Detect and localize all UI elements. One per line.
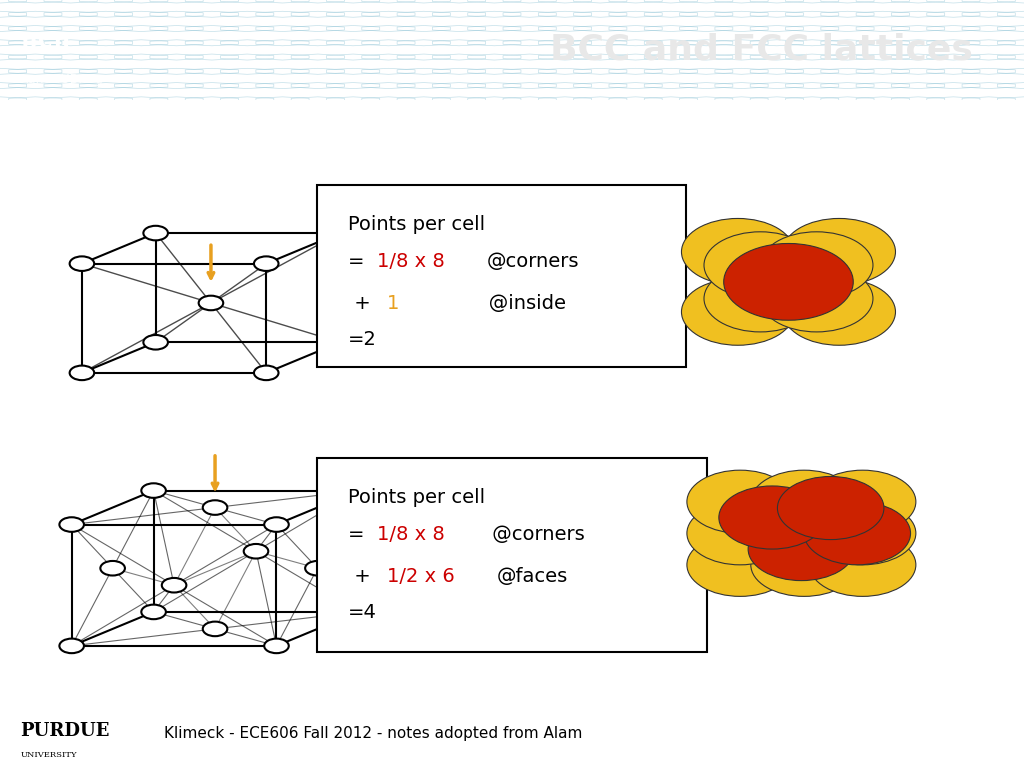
Circle shape	[254, 366, 279, 380]
Circle shape	[804, 502, 910, 564]
Circle shape	[244, 544, 268, 558]
Circle shape	[749, 518, 855, 581]
Circle shape	[682, 279, 795, 346]
Circle shape	[70, 257, 94, 271]
FancyBboxPatch shape	[317, 185, 686, 367]
Circle shape	[143, 335, 168, 349]
Text: Klimeck - ECE606 Fall 2012 - notes adopted from Alam: Klimeck - ECE606 Fall 2012 - notes adopt…	[164, 727, 583, 741]
Circle shape	[305, 561, 330, 575]
Circle shape	[687, 502, 794, 564]
Text: ncn: ncn	[20, 26, 71, 54]
Circle shape	[59, 518, 84, 531]
Text: @faces: @faces	[497, 567, 568, 586]
Circle shape	[254, 257, 279, 271]
Text: =: =	[348, 252, 371, 270]
Circle shape	[687, 533, 794, 597]
Text: =2: =2	[348, 330, 377, 349]
Text: nanoHUB.org: nanoHUB.org	[20, 74, 103, 86]
Circle shape	[809, 502, 915, 564]
Circle shape	[199, 296, 223, 310]
Text: =: =	[348, 525, 371, 544]
Circle shape	[760, 265, 872, 332]
Circle shape	[724, 243, 853, 320]
Circle shape	[809, 533, 915, 597]
Text: +: +	[348, 567, 377, 586]
Circle shape	[100, 561, 125, 575]
Circle shape	[705, 232, 817, 299]
Circle shape	[59, 639, 84, 653]
Text: +: +	[348, 294, 377, 313]
Circle shape	[141, 483, 166, 498]
Circle shape	[203, 621, 227, 636]
Circle shape	[687, 470, 794, 533]
Circle shape	[264, 639, 289, 653]
Circle shape	[809, 470, 915, 533]
Text: @corners: @corners	[486, 252, 579, 270]
Circle shape	[70, 366, 94, 380]
Circle shape	[751, 470, 857, 533]
Circle shape	[328, 226, 352, 240]
Circle shape	[705, 265, 817, 332]
Text: Points per cell: Points per cell	[348, 488, 485, 507]
Text: =4: =4	[348, 604, 377, 622]
Circle shape	[264, 518, 289, 531]
Circle shape	[328, 335, 352, 349]
Circle shape	[782, 218, 895, 285]
Circle shape	[777, 476, 884, 540]
Circle shape	[162, 578, 186, 592]
Text: 1/8 x 8: 1/8 x 8	[377, 252, 444, 270]
Circle shape	[782, 279, 895, 346]
Circle shape	[760, 232, 872, 299]
Text: @inside: @inside	[445, 294, 566, 313]
Text: Points per cell: Points per cell	[348, 215, 485, 234]
Text: @corners: @corners	[486, 525, 585, 544]
Circle shape	[141, 604, 166, 619]
Text: PURDUE: PURDUE	[20, 722, 110, 740]
Circle shape	[682, 218, 795, 285]
Text: 1/2 x 6: 1/2 x 6	[387, 567, 455, 586]
Circle shape	[346, 483, 371, 498]
Text: UNIVERSITY: UNIVERSITY	[20, 751, 77, 759]
Circle shape	[751, 533, 857, 597]
FancyBboxPatch shape	[317, 458, 707, 652]
Circle shape	[143, 226, 168, 240]
Text: 1/8 x 8: 1/8 x 8	[377, 525, 444, 544]
Text: 1: 1	[387, 294, 399, 313]
Circle shape	[719, 486, 825, 549]
Text: BCC and FCC lattices: BCC and FCC lattices	[550, 33, 973, 67]
Circle shape	[203, 500, 227, 515]
Circle shape	[346, 604, 371, 619]
